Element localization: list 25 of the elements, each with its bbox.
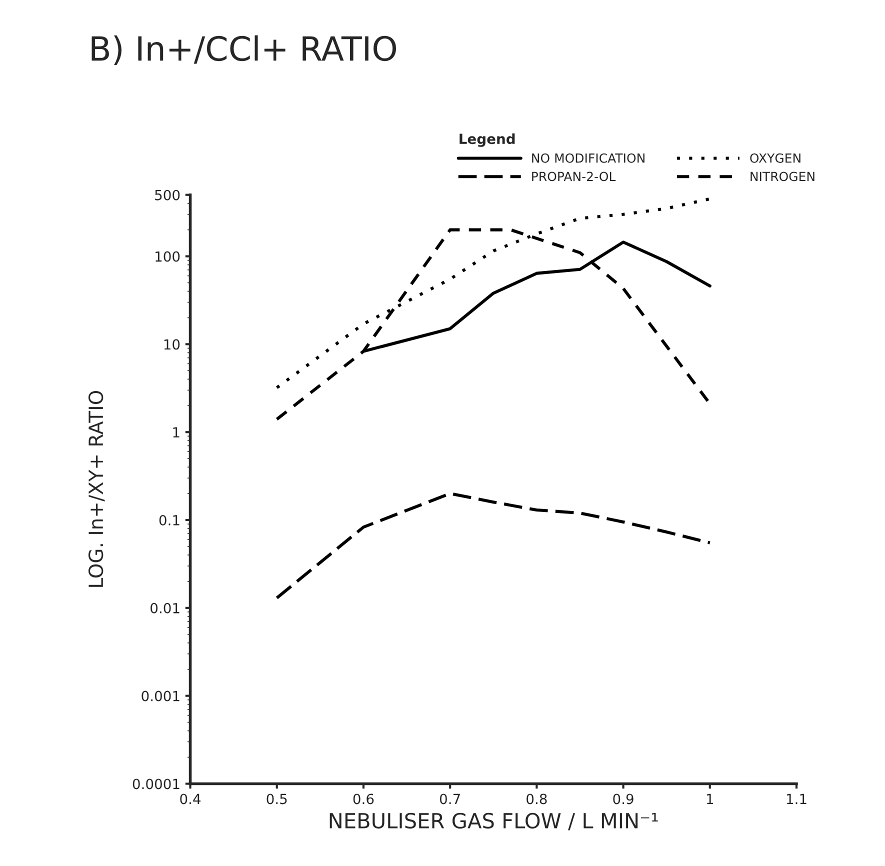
y-tick-label: 0.001 <box>142 690 180 702</box>
line-series <box>275 492 712 600</box>
x-tick-label: 1.1 <box>786 794 806 804</box>
legend-label: PROPAN-2-OL <box>532 172 616 182</box>
x-tick-label: 0.8 <box>526 794 547 804</box>
y-tick-label: 0.01 <box>150 602 180 614</box>
x-axis-title: NEBULISER GAS FLOW / L MIN⁻¹ <box>330 812 658 830</box>
y-tick-label: 10 <box>164 339 180 350</box>
y-tick-label: 500 <box>155 190 180 200</box>
y-tick-label: 1 <box>173 427 180 438</box>
x-tick-label: 0.5 <box>266 794 287 804</box>
x-tick-label: 0.7 <box>440 794 460 804</box>
legend-label: OXYGEN <box>750 153 800 163</box>
legend-label: NO MODIFICATION <box>532 153 644 163</box>
legend-label: NITROGEN <box>750 172 814 182</box>
x-tick-label: 0.4 <box>180 794 201 804</box>
y-axis-title: LOG. In+/XY+ RATIO <box>88 390 105 587</box>
x-tick-label: 1 <box>707 794 714 804</box>
x-tick-label: 0.9 <box>613 794 634 804</box>
y-tick-label: 0.1 <box>159 514 180 526</box>
y-tick-label: 100 <box>156 251 180 262</box>
x-tick-label: 0.6 <box>353 794 374 804</box>
chart-title: B) In+/CCl+ RATIO <box>92 35 396 66</box>
y-tick-label: 0.0001 <box>132 778 180 790</box>
legend-title: Legend <box>460 133 515 147</box>
